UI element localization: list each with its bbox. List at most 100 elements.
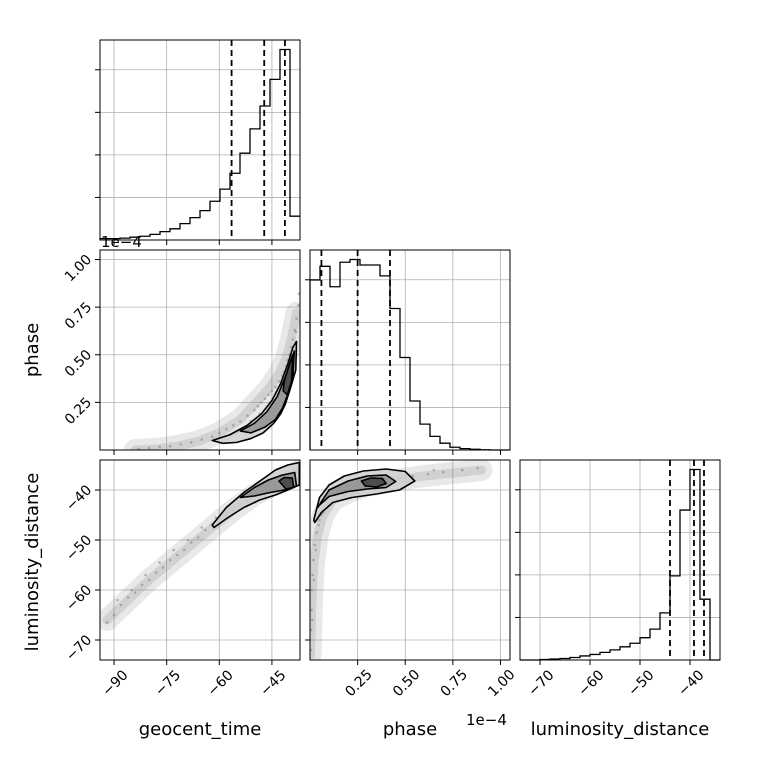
x-tick-label: −45	[257, 667, 289, 699]
scatter-point	[312, 558, 315, 562]
y-tick-label: −40	[63, 482, 95, 514]
scatter-point	[112, 613, 116, 617]
scatter-point	[289, 345, 293, 349]
y-tick-label: −60	[63, 582, 95, 614]
scatter-point	[476, 466, 479, 470]
scatter-point	[203, 528, 207, 532]
scatter-point	[182, 548, 186, 552]
panel-frame	[309, 249, 511, 451]
y-tick-label: 0.25	[62, 395, 95, 428]
scatter-point	[270, 389, 274, 393]
scatter-luminosity-distance-vs-phase: 0.25 0.50 0.75 1.00	[305, 459, 519, 700]
scatter-point	[291, 338, 295, 341]
scatter-point	[147, 578, 151, 582]
scatter-point	[310, 648, 313, 652]
scatter-point	[147, 446, 151, 450]
panel-frame	[99, 459, 301, 661]
scatter-point	[246, 414, 249, 418]
scatter-point	[137, 447, 140, 450]
xlabel-phase: phase	[383, 719, 437, 740]
scatter-point	[161, 566, 165, 569]
scatter-point	[318, 518, 321, 522]
x-tick-label: −75	[152, 667, 184, 699]
scatter-point	[179, 442, 183, 446]
ylabel-phase: phase	[22, 323, 43, 377]
panel-frame	[99, 249, 301, 451]
offset-label-geocent-time: 1e−4	[101, 233, 142, 251]
scatter-point	[168, 558, 172, 562]
x-tick-label: 0.75	[438, 667, 471, 700]
scatter-cloud	[124, 301, 300, 450]
scatter-point	[314, 548, 318, 552]
scatter-point	[442, 470, 445, 474]
scatter-point	[214, 516, 218, 519]
scatter-point	[461, 468, 464, 472]
x-tick-label: 0.25	[342, 667, 375, 700]
scatter-point	[196, 536, 200, 539]
scatter-point	[277, 380, 281, 383]
scatter-point	[239, 420, 242, 423]
scatter-point	[232, 423, 235, 427]
scatter-point	[310, 628, 313, 632]
scatter-point	[133, 591, 137, 594]
scatter-point	[426, 472, 430, 476]
scatter-point	[119, 603, 123, 607]
scatter-point	[256, 404, 260, 408]
x-tick-label: −50	[625, 667, 657, 699]
scatter-point	[260, 401, 263, 404]
y-tick-label: 0.50	[62, 347, 95, 380]
scatter-point	[158, 561, 161, 564]
scatter-luminosity-distance-vs-geocent-time: −90 −75 −60 −45 −70 −60 −50 −40	[63, 459, 301, 700]
scatter-point	[267, 393, 270, 397]
panel-content	[310, 460, 493, 660]
scatter-point	[168, 444, 172, 448]
histogram-step	[520, 468, 720, 661]
x-tick-label: −60	[575, 667, 607, 699]
scatter-point	[105, 621, 109, 624]
x-tick-label: −70	[525, 667, 557, 699]
scatter-point	[217, 431, 221, 435]
panel-content	[124, 292, 300, 450]
offset-label-phase: 1e−4	[466, 711, 507, 729]
scatter-point	[225, 427, 228, 431]
scatter-point	[411, 474, 415, 478]
scatter-point	[158, 445, 161, 449]
scatter-point	[263, 397, 267, 400]
contour-inner	[360, 477, 387, 488]
histogram-geocent-time	[95, 39, 301, 245]
histogram-step	[99, 48, 300, 240]
scatter-point	[293, 328, 297, 332]
panel-frame	[519, 459, 721, 661]
x-tick-label: 1.00	[485, 667, 518, 700]
scatter-point	[310, 588, 314, 592]
scatter-point	[186, 538, 190, 542]
y-tick-label: −70	[63, 632, 95, 664]
scatter-point	[315, 531, 318, 534]
panel-content	[100, 460, 300, 631]
scatter-point	[313, 543, 317, 547]
scatter-point	[200, 438, 204, 441]
scatter-point	[294, 330, 298, 334]
scatter-point	[172, 548, 175, 552]
scatter-point	[140, 583, 144, 587]
panel-frame	[99, 39, 301, 241]
contour-inner	[282, 353, 294, 396]
scatter-point	[126, 596, 130, 599]
scatter-point	[200, 526, 204, 529]
scatter-point	[297, 292, 300, 296]
scatter-cloud-core	[130, 308, 300, 450]
scatter-point	[312, 578, 316, 582]
y-tick-label: 0.75	[62, 299, 95, 332]
x-tick-label: −40	[675, 667, 707, 699]
scatter-point	[296, 303, 300, 307]
scatter-point	[253, 408, 256, 412]
scatter-point	[144, 573, 147, 577]
histogram-phase	[305, 249, 511, 455]
x-tick-label: −60	[205, 667, 237, 699]
scatter-point	[130, 588, 133, 592]
panel-frame	[309, 459, 511, 661]
scatter-point	[116, 598, 119, 602]
scatter-point	[310, 618, 314, 622]
